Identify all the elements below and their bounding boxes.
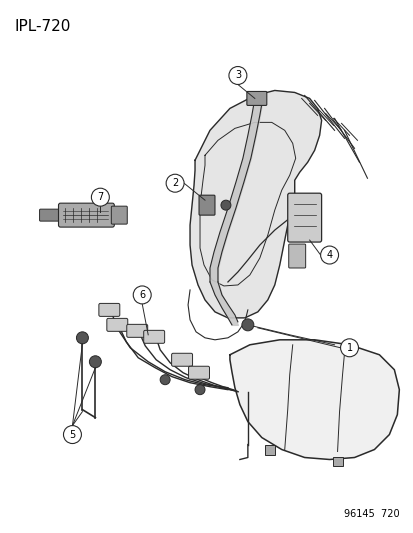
Text: 7: 7 <box>97 192 103 202</box>
Circle shape <box>228 67 246 84</box>
Text: 6: 6 <box>139 290 145 300</box>
Circle shape <box>340 339 358 357</box>
Circle shape <box>221 200 230 210</box>
Text: 2: 2 <box>171 178 178 188</box>
Text: 1: 1 <box>346 343 352 353</box>
FancyBboxPatch shape <box>143 330 164 343</box>
Polygon shape <box>229 340 399 459</box>
Circle shape <box>63 425 81 443</box>
Text: 5: 5 <box>69 430 76 440</box>
Polygon shape <box>190 91 321 318</box>
Circle shape <box>320 246 338 264</box>
Circle shape <box>133 286 151 304</box>
Circle shape <box>241 319 253 331</box>
Text: 96145  720: 96145 720 <box>343 510 399 519</box>
Text: IPL-720: IPL-720 <box>14 19 71 34</box>
FancyBboxPatch shape <box>107 318 128 332</box>
FancyBboxPatch shape <box>171 353 192 366</box>
FancyBboxPatch shape <box>288 244 305 268</box>
Circle shape <box>195 385 204 394</box>
FancyBboxPatch shape <box>188 366 209 379</box>
Circle shape <box>76 332 88 344</box>
FancyBboxPatch shape <box>126 325 147 337</box>
FancyBboxPatch shape <box>287 193 321 242</box>
Text: 3: 3 <box>234 70 240 80</box>
FancyBboxPatch shape <box>246 92 266 106</box>
Circle shape <box>91 188 109 206</box>
FancyBboxPatch shape <box>332 456 342 466</box>
FancyBboxPatch shape <box>58 203 114 227</box>
FancyBboxPatch shape <box>264 445 274 455</box>
FancyBboxPatch shape <box>99 303 119 317</box>
FancyBboxPatch shape <box>111 206 127 224</box>
Circle shape <box>89 356 101 368</box>
FancyBboxPatch shape <box>199 195 214 215</box>
Circle shape <box>160 375 170 385</box>
FancyBboxPatch shape <box>40 209 63 221</box>
Text: 4: 4 <box>326 250 332 260</box>
Circle shape <box>166 174 184 192</box>
